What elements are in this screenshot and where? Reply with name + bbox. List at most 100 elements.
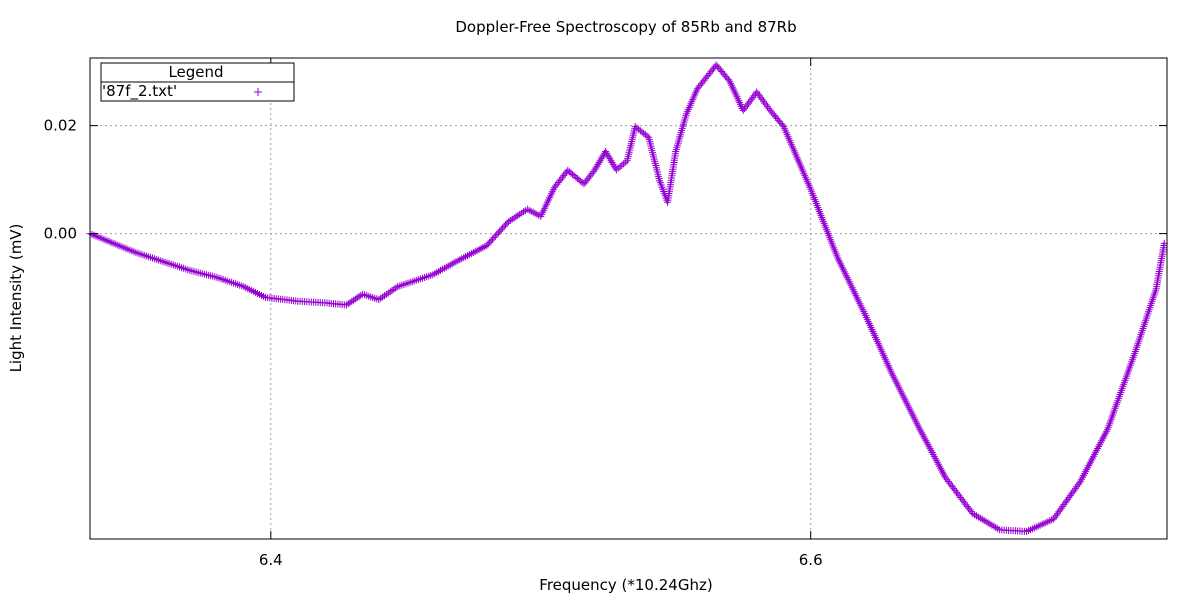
data-point [1073,483,1081,491]
data-point [739,106,747,114]
data-point [959,497,967,505]
data-point [355,293,363,301]
y-tick-label: 0.00 [44,225,77,243]
x-tick-label: 6.4 [259,551,283,569]
data-point [610,162,618,170]
data-point [497,226,505,234]
data-point [612,166,620,174]
data-point [1072,484,1079,492]
data-point [348,297,356,305]
data-point [1055,508,1063,516]
data-point [605,153,613,161]
data-point [616,163,624,171]
grid-lines [90,58,1167,539]
data-point [1068,490,1076,498]
data-point [961,499,969,507]
data-point [621,158,629,166]
data-point [609,160,617,168]
data-point [344,300,352,308]
data-point [584,175,592,183]
data-point [948,483,956,491]
data-point [589,168,597,176]
data-point [1070,486,1078,494]
data-point [620,160,628,168]
data-point [724,76,732,84]
data-point [607,157,615,165]
data-point [350,296,358,304]
data-point [1050,515,1058,523]
data-point [593,162,601,170]
axis-ticks: 6.4 6.6 0.00 0.02 [44,58,1167,569]
data-point [592,164,600,172]
data-point [346,299,354,307]
data-point [1069,488,1077,496]
data-point [510,214,518,222]
data-point [761,99,769,107]
data-point [742,103,750,111]
data-point [953,488,960,496]
data-point [1063,497,1070,505]
data-point [758,95,766,103]
data-point [489,235,496,243]
data-point [746,97,754,105]
y-axis-label: Light Intensity (mV) [7,224,25,373]
data-point [942,474,950,482]
data-point [778,121,786,129]
data-point [351,295,359,303]
data-point [1056,506,1064,514]
data-point [757,94,765,102]
data-point [1060,501,1068,509]
data-point [967,508,975,516]
data-point [743,101,751,109]
data-point [353,294,361,302]
data-point [943,476,951,484]
data-point [595,159,603,166]
data-point [965,504,973,512]
data-point [1065,493,1073,501]
plot-frame [89,57,1168,540]
data-point [602,148,610,155]
data-point [496,227,504,235]
legend-title: Legend [168,63,223,81]
data-point [944,478,952,485]
data-point [747,95,755,103]
x-tick-label: 6.6 [799,551,823,569]
data-point [614,164,622,172]
data-points [86,61,1168,535]
data-point [1059,502,1067,510]
data-point [957,494,964,501]
data-point [1066,492,1074,500]
data-point [499,224,507,232]
data-point [490,234,498,242]
data-point [1075,479,1083,487]
data-point [598,153,606,161]
data-point [597,155,605,163]
data-point [754,90,762,98]
data-point [386,288,394,296]
legend-entry-label: '87f_2.txt' [102,82,177,101]
data-point [1054,510,1061,518]
x-axis-label: Frequency (*10.24Ghz) [539,576,712,594]
data-point [1061,499,1069,507]
data-point [487,237,495,245]
data-point [966,506,974,514]
legend-marker-icon [254,88,262,96]
data-point [1051,513,1059,521]
data-point [1074,481,1082,489]
data-point [1057,504,1065,512]
data-point [494,229,502,237]
data-point [1052,511,1060,519]
data-point [502,221,509,229]
data-point [342,301,350,309]
data-point [958,495,966,503]
data-point [483,242,491,249]
data-point [484,240,492,248]
data-point [618,161,626,169]
data-point [1064,495,1072,503]
data-point [762,101,770,109]
legend: Legend '87f_2.txt' [100,62,295,102]
chart-title: Doppler-Free Spectroscopy of 85Rb and 87… [455,18,796,36]
data-point [604,151,612,159]
y-tick-label: 0.02 [44,117,77,135]
